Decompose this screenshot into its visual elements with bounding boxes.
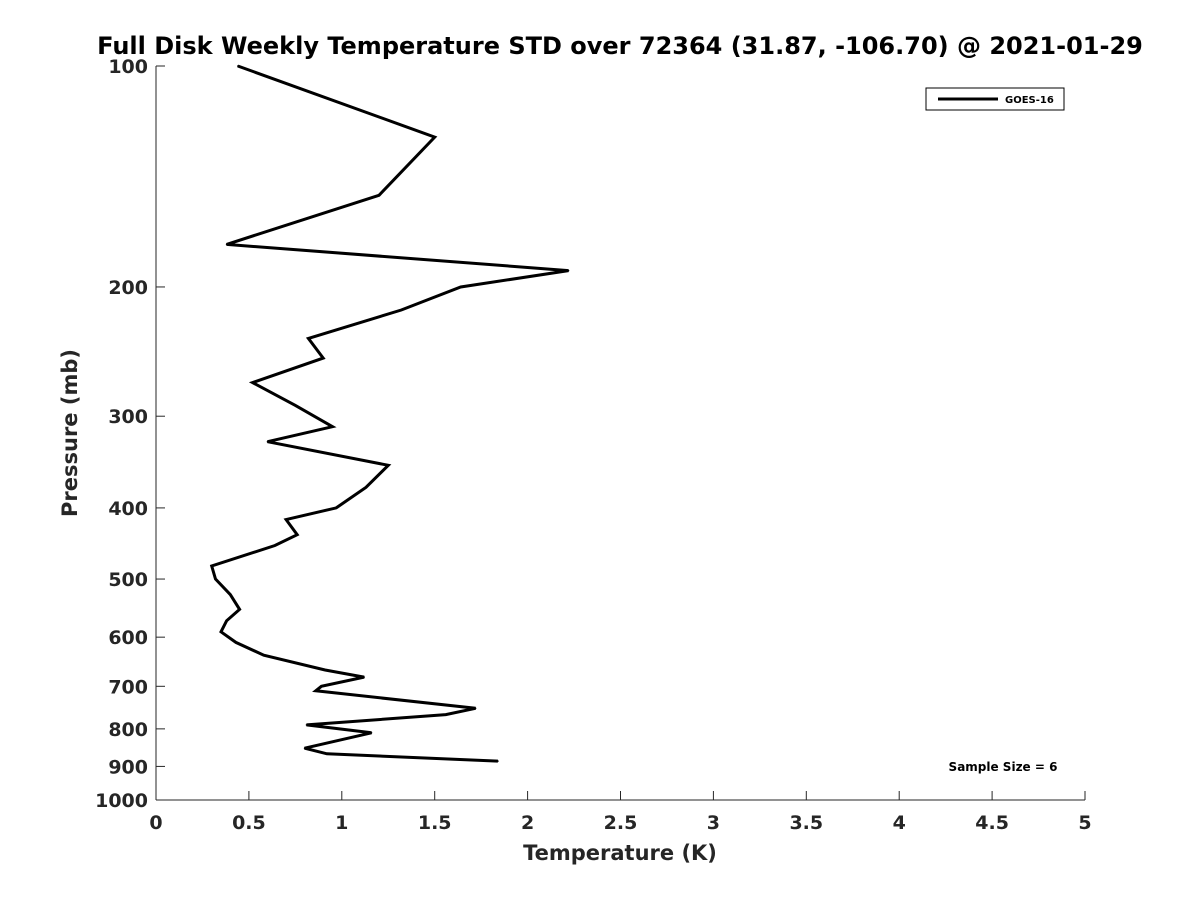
y-tick-label: 200: [108, 277, 148, 299]
data-point: [214, 578, 217, 580]
data-point: [474, 707, 477, 710]
data-point: [266, 440, 269, 443]
x-tick-label: 1: [335, 812, 348, 834]
data-point: [303, 747, 306, 749]
data-point: [400, 309, 403, 311]
data-point: [263, 654, 265, 656]
x-tick-label: 4.5: [975, 812, 1009, 834]
data-point: [220, 631, 222, 633]
data-point: [237, 65, 239, 67]
data-point: [378, 194, 380, 197]
y-tick-label: 600: [108, 627, 148, 649]
data-point: [315, 690, 317, 692]
data-point: [320, 685, 323, 688]
x-tick-label: 5: [1078, 812, 1091, 834]
y-tick-label: 800: [108, 719, 148, 741]
data-point: [322, 357, 325, 359]
series-points: [210, 65, 570, 762]
data-point: [331, 425, 334, 428]
data-point: [307, 337, 310, 340]
data-point: [497, 760, 499, 762]
data-point: [238, 608, 241, 611]
y-tick-label: 700: [108, 676, 148, 698]
plot-area: 0 0.5 1 1.5 2 2.5 3 3.5 4 4.5 5 100 200 300 400 500 600…: [95, 56, 1092, 834]
x-axis-label: Temperature (K): [523, 841, 717, 865]
y-tick-label: 100: [108, 56, 148, 78]
x-tick-label: 2.5: [604, 812, 638, 834]
data-point: [567, 269, 570, 272]
data-point: [225, 620, 228, 622]
data-point: [445, 713, 447, 716]
data-point: [235, 641, 237, 644]
data-point: [225, 243, 228, 246]
data-point: [294, 404, 297, 407]
data-point: [210, 565, 213, 567]
y-ticks: 100 200 300 400 500 600 700 800 900 1000: [95, 56, 165, 812]
x-tick-label: 0: [149, 812, 162, 834]
data-point: [370, 732, 373, 734]
series-line-goes-16: [209, 64, 569, 763]
data-point: [335, 507, 338, 509]
data-point: [363, 676, 365, 678]
x-tick-label: 4: [893, 812, 906, 834]
data-point: [365, 486, 367, 489]
data-point: [324, 669, 326, 671]
x-tick-label: 1.5: [418, 812, 452, 834]
data-point: [274, 544, 276, 547]
y-tick-label: 500: [108, 569, 148, 591]
y-tick-label: 900: [108, 756, 148, 778]
data-point: [251, 381, 254, 384]
x-tick-label: 3: [707, 812, 720, 834]
y-tick-label: 400: [108, 498, 148, 520]
y-tick-label: 300: [108, 406, 148, 428]
chart-title: Full Disk Weekly Temperature STD over 72…: [97, 32, 1143, 60]
data-point: [387, 464, 390, 467]
data-point: [433, 136, 436, 138]
legend: GOES-16: [925, 87, 1065, 111]
data-point: [459, 286, 462, 288]
x-tick-label: 3.5: [789, 812, 823, 834]
data-point: [326, 753, 328, 755]
x-tick-label: 0.5: [232, 812, 266, 834]
data-point: [296, 533, 299, 536]
y-tick-label: 1000: [95, 790, 148, 812]
x-tick-label: 2: [521, 812, 534, 834]
sample-size-annotation: Sample Size = 6: [949, 760, 1058, 774]
data-point: [305, 724, 308, 726]
data-point: [285, 518, 287, 521]
x-ticks: 0 0.5 1 1.5 2 2.5 3 3.5 4 4.5 5: [149, 791, 1092, 834]
legend-label-goes-16: GOES-16: [1005, 95, 1054, 106]
y-axis-label: Pressure (mb): [58, 349, 82, 517]
data-point: [229, 593, 232, 596]
